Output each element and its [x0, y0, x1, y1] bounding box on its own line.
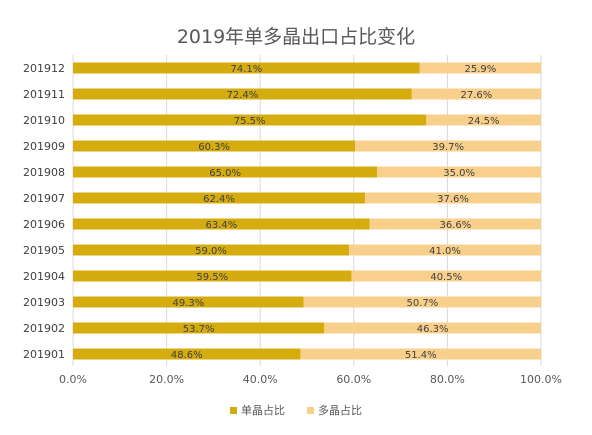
data-label: 62.4%: [203, 194, 235, 205]
legend-swatch-series-1: [230, 406, 237, 414]
data-label: 37.6%: [437, 194, 469, 205]
legend-item-series-1[interactable]: 单晶占比: [230, 402, 285, 418]
data-label: 59.0%: [195, 246, 227, 257]
data-label: 72.4%: [227, 90, 259, 101]
bar-segment: [73, 348, 301, 360]
bar-segment: [73, 62, 420, 74]
data-label: 27.6%: [461, 90, 493, 101]
bar-segment: [303, 296, 541, 308]
x-tick-label: 100.0%: [520, 373, 562, 386]
data-label: 74.1%: [231, 64, 263, 75]
data-label: 63.4%: [205, 220, 237, 231]
bar-segment: [324, 322, 541, 334]
data-label: 65.0%: [209, 168, 241, 179]
bar-segment: [355, 140, 541, 152]
bar-segment: [419, 62, 541, 74]
category-label: 201906: [23, 218, 65, 231]
data-label: 53.7%: [183, 324, 215, 335]
bar-segment: [369, 218, 541, 230]
category-label: 201901: [23, 348, 65, 361]
bar-segment: [73, 88, 412, 100]
x-tick-label: 40.0%: [243, 373, 278, 386]
legend-swatch-series-2: [307, 406, 314, 414]
data-label: 48.6%: [171, 350, 203, 361]
data-label: 25.9%: [465, 64, 497, 75]
category-label: 201910: [23, 114, 65, 127]
data-label: 36.6%: [439, 220, 471, 231]
x-tick-label: 20.0%: [149, 373, 184, 386]
category-label: 201903: [23, 296, 65, 309]
x-tick-label: 0.0%: [59, 373, 87, 386]
legend-label-series-2: 多晶占比: [318, 404, 362, 417]
data-label: 24.5%: [468, 116, 500, 127]
category-label: 201909: [23, 140, 65, 153]
bar-segment: [351, 270, 541, 282]
bar-segment: [73, 296, 304, 308]
x-tick-label: 60.0%: [336, 373, 371, 386]
data-label: 59.5%: [196, 272, 228, 283]
bar-segment: [73, 192, 366, 204]
category-label: 201911: [23, 88, 65, 101]
legend: 单晶占比 多晶占比: [0, 402, 592, 418]
data-label: 51.4%: [405, 350, 437, 361]
data-label: 75.5%: [234, 116, 266, 127]
legend-label-series-1: 单晶占比: [241, 404, 285, 417]
bar-segment: [73, 114, 427, 126]
category-label: 201908: [23, 166, 65, 179]
bar-segment: [349, 244, 541, 256]
data-label: 49.3%: [172, 298, 204, 309]
legend-item-series-2[interactable]: 多晶占比: [307, 402, 362, 418]
bar-segment: [73, 140, 356, 152]
category-label: 201904: [23, 270, 65, 283]
bar-segment: [73, 218, 370, 230]
bar-segment: [426, 114, 541, 126]
bar-segment: [300, 348, 541, 360]
bar-segment: [73, 166, 378, 178]
data-label: 46.3%: [417, 324, 449, 335]
category-label: 201905: [23, 244, 65, 257]
bar-segment: [411, 88, 541, 100]
bar-segment: [73, 244, 350, 256]
category-label: 201912: [23, 62, 65, 75]
bar-segment: [73, 270, 352, 282]
data-label: 39.7%: [432, 142, 464, 153]
category-label: 201902: [23, 322, 65, 335]
data-label: 41.0%: [429, 246, 461, 257]
bar-segment: [73, 322, 325, 334]
category-label: 201907: [23, 192, 65, 205]
data-label: 40.5%: [430, 272, 462, 283]
data-label: 35.0%: [443, 168, 475, 179]
bar-segment: [365, 192, 541, 204]
chart-title: 2019年单多晶出口占比变化: [176, 26, 416, 48]
data-label: 60.3%: [198, 142, 230, 153]
data-label: 50.7%: [406, 298, 438, 309]
bar-segment: [377, 166, 541, 178]
x-tick-label: 80.0%: [430, 373, 465, 386]
